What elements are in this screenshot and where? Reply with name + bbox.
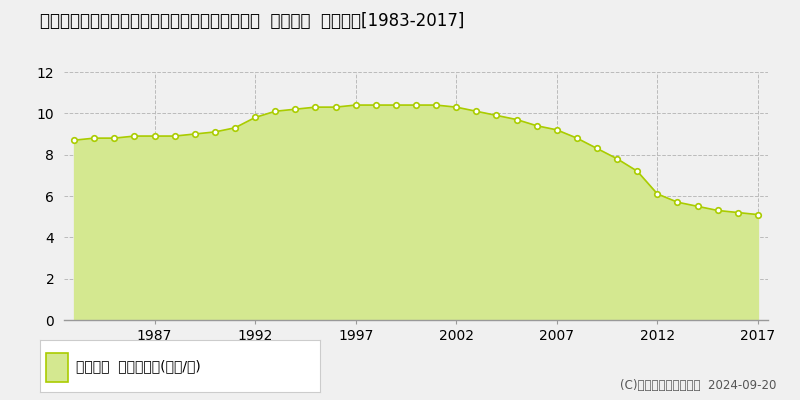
FancyBboxPatch shape [46, 353, 68, 382]
Text: 徳島県鳴門市鳴門町土佐泊浦字高砂１７７番４外  公示地価  地価推移[1983-2017]: 徳島県鳴門市鳴門町土佐泊浦字高砂１７７番４外 公示地価 地価推移[1983-20… [40, 12, 464, 30]
Text: (C)土地価格ドットコム  2024-09-20: (C)土地価格ドットコム 2024-09-20 [620, 379, 776, 392]
Text: 公示地価  平均坪単価(万円/坪): 公示地価 平均坪単価(万円/坪) [77, 359, 201, 373]
